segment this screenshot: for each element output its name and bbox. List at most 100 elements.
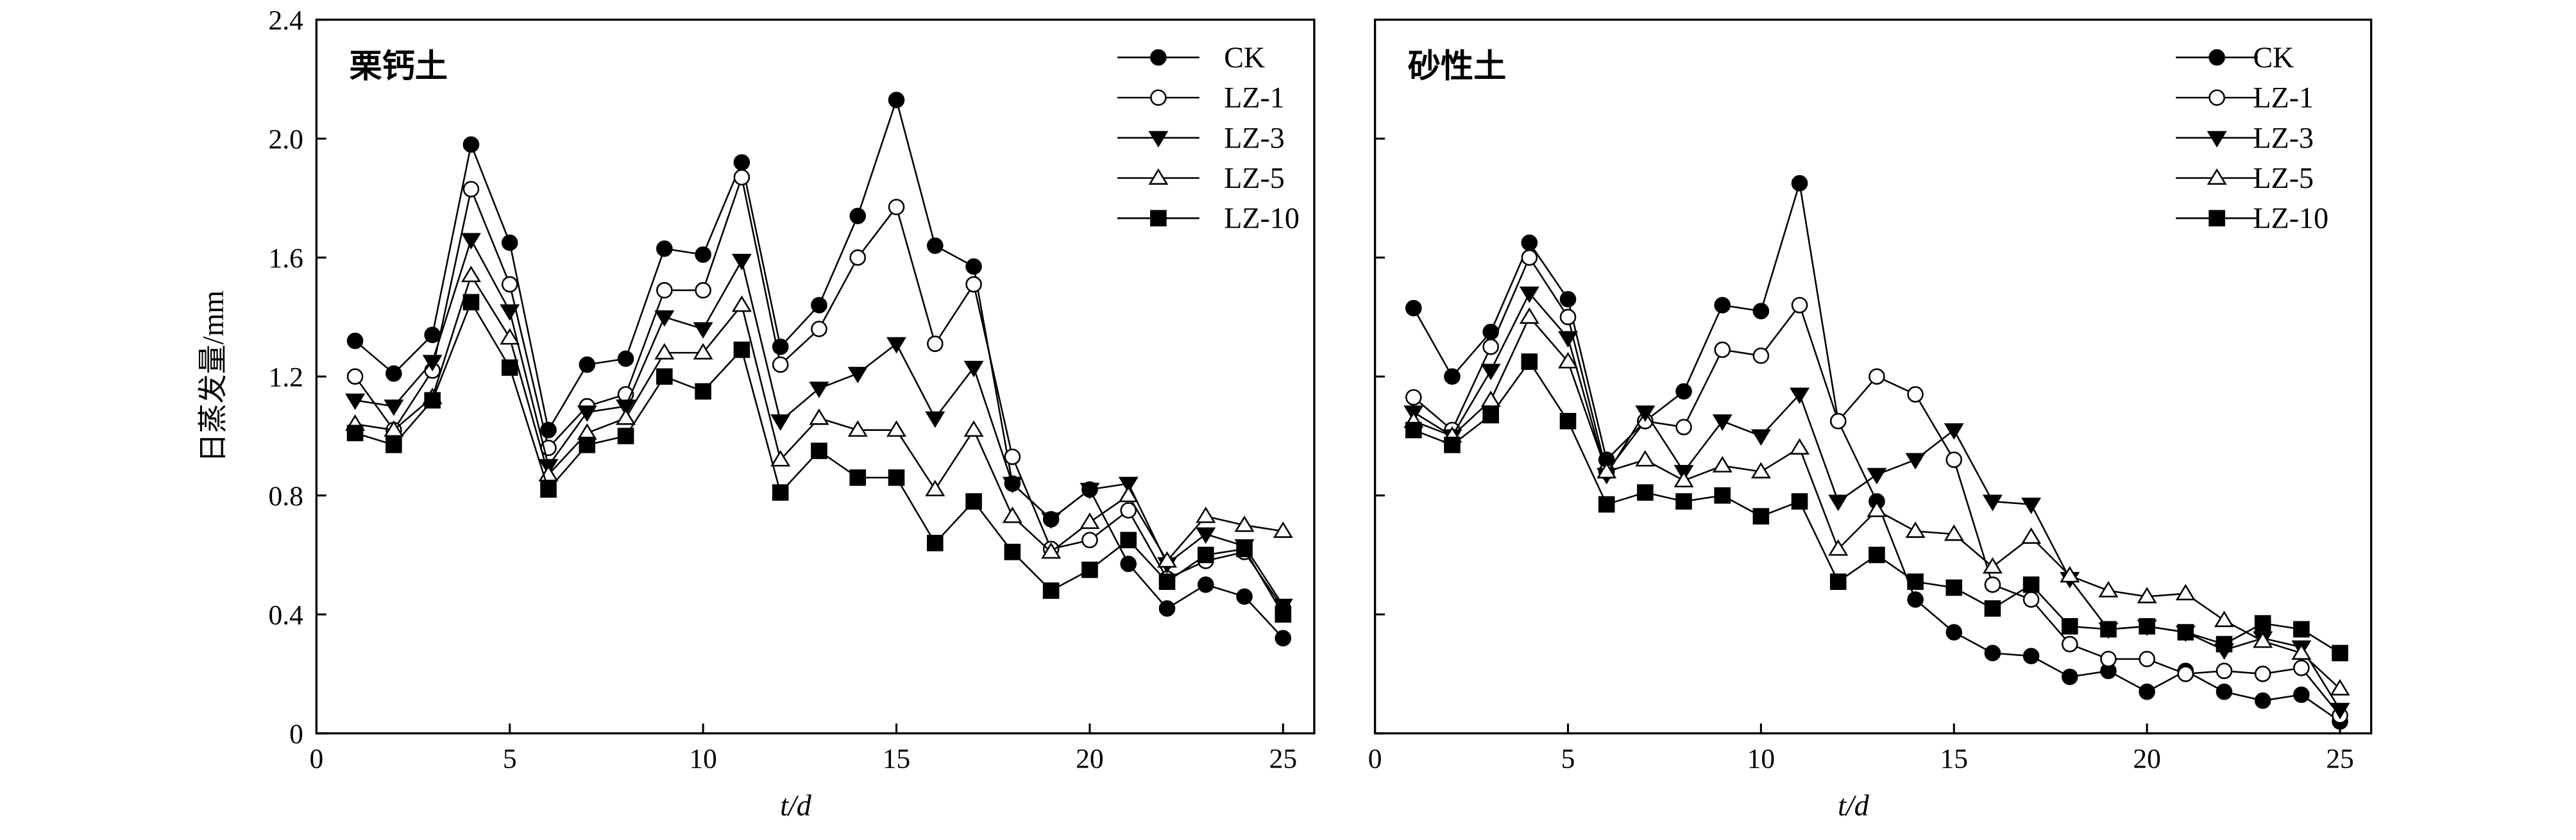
data-point bbox=[461, 265, 481, 283]
series-ck bbox=[346, 92, 1292, 647]
y-tick-label: 0 bbox=[289, 719, 303, 750]
data-point bbox=[1675, 383, 1692, 400]
data-point bbox=[424, 326, 441, 344]
x-tick-label: 25 bbox=[2326, 743, 2353, 774]
data-point bbox=[1444, 368, 1461, 385]
series-ck bbox=[1405, 174, 2348, 730]
legend-marker bbox=[1148, 131, 1169, 148]
data-point bbox=[1829, 412, 1847, 430]
data-point bbox=[695, 281, 711, 299]
data-point bbox=[577, 405, 597, 422]
legend-label: LZ-1 bbox=[1224, 81, 1285, 114]
legend-item-ck: CK bbox=[1117, 41, 1265, 74]
series-lz-1 bbox=[346, 169, 1292, 617]
data-point bbox=[2214, 610, 2235, 627]
legend-item-lz-10: LZ-10 bbox=[2176, 202, 2328, 235]
data-point bbox=[654, 342, 675, 360]
data-point bbox=[1714, 341, 1731, 358]
data-point bbox=[772, 356, 789, 373]
data-point bbox=[1002, 507, 1022, 523]
data-point bbox=[811, 297, 827, 314]
data-point bbox=[1791, 174, 1808, 192]
data-point bbox=[1905, 521, 1926, 538]
x-tick-label: 25 bbox=[1269, 743, 1297, 774]
y-tick-label: 0.4 bbox=[268, 600, 303, 631]
legend-item-lz-5: LZ-5 bbox=[2176, 162, 2314, 194]
data-point bbox=[1635, 405, 1656, 422]
data-point bbox=[2330, 703, 2350, 719]
legend-label: CK bbox=[1224, 41, 1265, 74]
data-point bbox=[2139, 617, 2155, 635]
data-point bbox=[2175, 584, 2196, 601]
data-point bbox=[965, 276, 982, 293]
data-point bbox=[1559, 412, 1577, 430]
data-point bbox=[772, 484, 789, 501]
data-point bbox=[2060, 566, 2080, 583]
data-point bbox=[656, 240, 673, 257]
data-point bbox=[1120, 502, 1137, 519]
legend-label: CK bbox=[2253, 41, 2294, 74]
data-point bbox=[1480, 391, 1501, 407]
data-point bbox=[345, 393, 366, 410]
data-point bbox=[617, 428, 634, 444]
chart-panel-1: 0 5 10 15 20 25 0 0.4 0.8 1.2 1.6 2.0 2.4 t/d 日蒸发量/mm 栗… bbox=[196, 5, 1316, 822]
x-tick-label: 0 bbox=[1368, 743, 1382, 774]
series-lz-10 bbox=[346, 294, 1292, 623]
data-point bbox=[500, 328, 520, 345]
data-point bbox=[1557, 351, 1579, 369]
data-point bbox=[656, 281, 673, 299]
data-point bbox=[2062, 668, 2078, 685]
legend-label: LZ-3 bbox=[2253, 121, 2314, 154]
data-point bbox=[1750, 462, 1771, 479]
data-point bbox=[617, 350, 634, 367]
data-point bbox=[1444, 437, 1461, 453]
data-point bbox=[1712, 456, 1733, 473]
data-point bbox=[963, 360, 984, 378]
data-point bbox=[1196, 527, 1216, 544]
data-point bbox=[1867, 500, 1887, 517]
panel-title: 栗钙土 bbox=[349, 48, 447, 85]
data-point bbox=[1750, 429, 1771, 446]
data-point bbox=[1234, 515, 1255, 532]
data-point bbox=[2062, 617, 2078, 635]
data-point bbox=[2022, 648, 2040, 664]
legend-marker bbox=[1150, 210, 1167, 227]
data-point bbox=[1712, 414, 1733, 431]
data-point bbox=[1984, 600, 2001, 617]
data-point bbox=[2100, 650, 2117, 668]
data-point bbox=[1519, 307, 1539, 324]
data-point bbox=[2021, 498, 2042, 514]
data-point bbox=[1867, 467, 1887, 485]
legend-item-lz-3: LZ-3 bbox=[1117, 121, 1285, 154]
data-point bbox=[2254, 692, 2271, 709]
data-point bbox=[731, 253, 752, 271]
data-point bbox=[1405, 299, 1422, 317]
data-point bbox=[2254, 666, 2271, 682]
data-point bbox=[2216, 662, 2233, 680]
data-point bbox=[462, 136, 480, 153]
data-point bbox=[1521, 234, 1538, 251]
x-tick-label: 10 bbox=[689, 743, 716, 774]
data-point bbox=[1982, 494, 2003, 512]
data-point bbox=[849, 207, 867, 224]
data-point bbox=[2177, 624, 2194, 641]
data-point bbox=[965, 493, 982, 510]
data-point bbox=[849, 249, 867, 266]
data-point bbox=[462, 294, 480, 311]
y-tick-label: 1.2 bbox=[268, 362, 303, 393]
data-point bbox=[616, 408, 636, 425]
data-point bbox=[1790, 387, 1810, 405]
y-tick-label: 2.0 bbox=[268, 124, 303, 155]
data-point bbox=[461, 233, 481, 250]
data-point bbox=[2022, 576, 2040, 593]
data-point bbox=[1675, 493, 1692, 510]
data-point bbox=[2293, 686, 2310, 703]
legend-item-lz-1: LZ-1 bbox=[2176, 81, 2314, 114]
legend-label: LZ-1 bbox=[2253, 81, 2314, 114]
data-point bbox=[616, 399, 636, 416]
data-point bbox=[927, 335, 944, 352]
legend-label: LZ-5 bbox=[1224, 162, 1285, 194]
data-point bbox=[1905, 453, 1926, 470]
data-point bbox=[1868, 368, 1885, 385]
data-point bbox=[1002, 476, 1022, 494]
